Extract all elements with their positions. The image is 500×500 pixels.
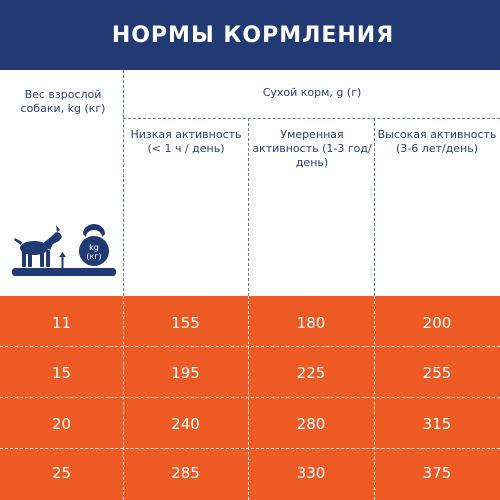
divider-weight-column [123,70,124,296]
header-banner: НОРМЫ КОРМЛЕНИЯ [0,0,500,70]
weighing-scale-icon [12,268,116,276]
dog-silhouette-icon: kg (кг) [12,224,116,276]
divider-subheader [123,118,500,119]
table-row-3-weight: 20 [51,415,72,433]
table-row-2-weight: 15 [51,364,72,382]
svg-text:(кг): (кг) [86,252,101,261]
orange-divider-2 [248,296,249,500]
divider-moderate-high [374,118,375,296]
table-row-4-low: 285 [171,464,200,482]
divider-low-moderate [248,118,249,296]
kettlebell-label: kg [89,243,99,252]
orange-row-divider-1 [0,346,500,347]
table-row-1-high: 200 [422,314,452,332]
table-row-1-low: 155 [171,314,200,332]
table-row-4-moderate: 330 [296,464,326,482]
table-row-1-moderate: 180 [296,314,326,332]
table-row-4-weight: 25 [51,464,72,482]
moderate-activity-header: Умеренная активность (1-3 год/день) [252,128,372,169]
high-activity-header: Высокая активность (3-6 лет/день) [377,128,497,155]
orange-row-divider-2 [0,397,500,398]
dog-weight-illustration: kg (кг) [12,220,116,288]
orange-row-divider-3 [0,448,500,449]
table-row-4-high: 375 [422,464,452,482]
low-activity-header: Низкая активность (< 1 ч / день) [130,128,242,155]
table-row-3-moderate: 280 [296,415,326,433]
table-row-2-high: 255 [422,364,452,382]
table-row-1-weight: 11 [51,314,72,332]
feeding-data-table: 11 155 180 200 15 195 225 255 20 240 280… [0,296,500,500]
weight-column-header: Вес взрослой собаки, kg (кг) [20,88,106,115]
table-row-3-low: 240 [171,415,200,433]
kettlebell-icon: kg (кг) [79,224,109,266]
dry-food-header: Сухой корм, g (г) [262,86,362,99]
table-row-2-moderate: 225 [296,364,326,382]
table-row-2-low: 195 [171,364,200,382]
page-title: НОРМЫ КОРМЛЕНИЯ [111,22,395,48]
orange-divider-1 [123,296,124,500]
table-row-3-high: 315 [422,415,452,433]
orange-divider-3 [374,296,375,500]
